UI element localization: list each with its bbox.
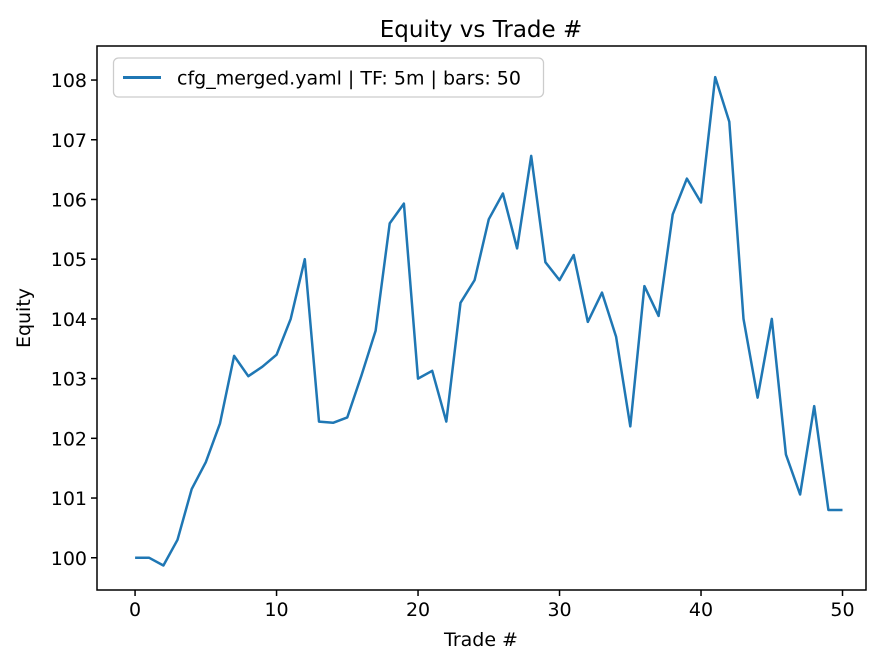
- y-tick-label: 105: [51, 249, 87, 271]
- chart-title: Equity vs Trade #: [380, 17, 583, 43]
- y-tick-label: 108: [51, 70, 87, 92]
- x-tick-label: 10: [264, 599, 288, 621]
- plot-area: [97, 46, 866, 590]
- y-tick-label: 106: [51, 189, 87, 211]
- x-tick-label: 30: [547, 599, 571, 621]
- y-tick-label: 102: [51, 428, 87, 450]
- legend-label: cfg_merged.yaml | TF: 5m | bars: 50: [177, 68, 521, 90]
- y-tick-label: 101: [51, 488, 87, 510]
- x-tick-label: 50: [830, 599, 854, 621]
- x-tick-label: 40: [689, 599, 713, 621]
- y-tick-label: 103: [51, 369, 87, 391]
- equity-line-series: [135, 75, 843, 567]
- x-tick-label: 0: [129, 599, 141, 621]
- axes-spines: [96, 45, 867, 591]
- x-tick-label: 20: [406, 599, 430, 621]
- y-axis-ticks: 100 101 102 103 104 105 106 107 108: [51, 70, 97, 570]
- x-axis-ticks: 0 10 20 30 40 50: [129, 590, 855, 621]
- y-tick-label: 104: [51, 309, 87, 331]
- y-tick-label: 100: [51, 548, 87, 570]
- y-tick-label: 107: [51, 130, 87, 152]
- y-axis-label: Equity: [13, 288, 35, 348]
- x-axis-label: Trade #: [443, 629, 518, 651]
- legend-box: [112, 57, 545, 98]
- legend: cfg_merged.yaml | TF: 5m | bars: 50: [112, 57, 545, 98]
